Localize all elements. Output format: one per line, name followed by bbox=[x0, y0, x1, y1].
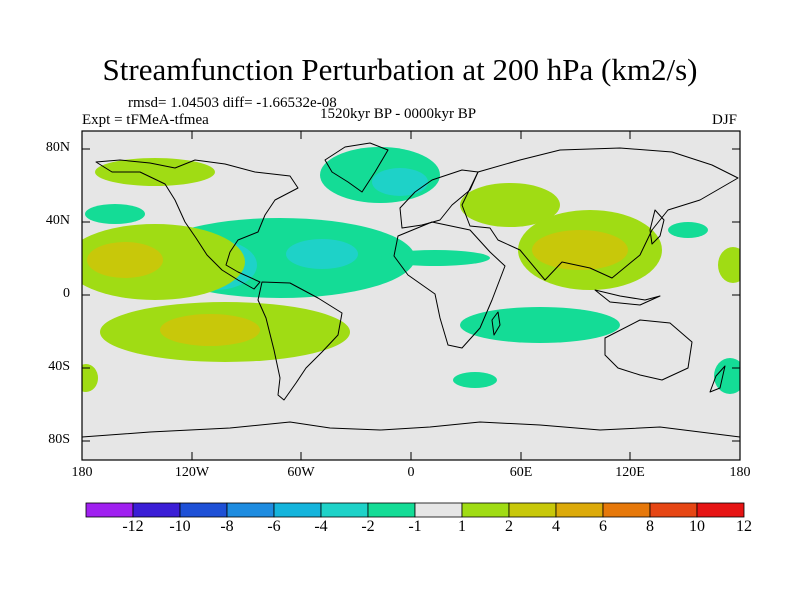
axis-ticks bbox=[82, 131, 740, 460]
lat-label-40n: 40N bbox=[45, 213, 70, 228]
colorbar-box bbox=[414, 502, 463, 518]
colorbar-box bbox=[320, 502, 369, 518]
colorbar-label: 8 bbox=[646, 518, 654, 535]
coastline-madagascar bbox=[491, 311, 501, 336]
colorbar-label: -2 bbox=[361, 518, 375, 535]
colorbar-label: -12 bbox=[122, 518, 144, 535]
experiment-label: Expt = tFMeA-tfmea bbox=[82, 112, 209, 128]
lon-label-60e: 60E bbox=[509, 465, 533, 480]
colorbar-box bbox=[461, 502, 510, 518]
colorbar-label: 10 bbox=[689, 518, 705, 535]
coastlines bbox=[82, 142, 740, 438]
coastline-south-america bbox=[257, 281, 343, 401]
colorbar-box bbox=[273, 502, 322, 518]
colorbar-label: -1 bbox=[408, 518, 422, 535]
lon-label-0: 0 bbox=[407, 465, 415, 480]
rmsd-stats: rmsd= 1.04503 diff= -1.66532e-08 bbox=[128, 95, 337, 111]
colorbar-box bbox=[132, 502, 181, 518]
lat-label-0: 0 bbox=[63, 286, 70, 301]
contour-south-africa bbox=[453, 372, 497, 388]
colorbar-label: -10 bbox=[169, 518, 191, 535]
colorbar-label: 12 bbox=[736, 518, 752, 535]
lat-label-80s: 80S bbox=[48, 432, 70, 447]
contour-north-atlantic-core bbox=[372, 168, 428, 196]
colorbar-label: -4 bbox=[314, 518, 328, 535]
contour-south-pacific-edge bbox=[82, 364, 98, 392]
contour-west-pacific bbox=[668, 222, 708, 238]
colorbar-box bbox=[85, 502, 134, 518]
positive-anomaly-areas bbox=[82, 158, 740, 362]
lon-label-180-left: 180 bbox=[71, 465, 93, 480]
colorbar-box bbox=[367, 502, 416, 518]
lon-label-120e: 120E bbox=[615, 465, 645, 480]
colorbar-box bbox=[508, 502, 557, 518]
contour-subtropical-pacific-core bbox=[87, 242, 163, 278]
map-plot-area bbox=[82, 131, 740, 460]
colorbar-box bbox=[179, 502, 228, 518]
season-label: DJF bbox=[712, 112, 738, 128]
lon-label-120w: 120W bbox=[174, 465, 210, 480]
colorbar-label: -8 bbox=[220, 518, 234, 535]
contour-tropical-africa bbox=[380, 250, 490, 266]
contour-south-indian-ocean bbox=[460, 307, 620, 343]
map-title: Streamfunction Perturbation at 200 hPa (… bbox=[102, 52, 698, 87]
colorbar-box bbox=[555, 502, 604, 518]
contour-ne-pacific bbox=[85, 204, 145, 224]
contour-south-pacific-core bbox=[160, 314, 260, 346]
coastline-indonesia bbox=[594, 289, 661, 306]
coastline-australia bbox=[604, 319, 693, 381]
contour-middle-east bbox=[460, 183, 560, 227]
contour-central-pacific-edge bbox=[718, 247, 740, 283]
colorbar-label: -6 bbox=[267, 518, 281, 535]
contour-north-pacific bbox=[95, 158, 215, 186]
coastline-antarctica bbox=[82, 421, 740, 438]
colorbar-label: 1 bbox=[458, 518, 466, 535]
colorbar bbox=[85, 502, 745, 518]
coastline-asia bbox=[461, 147, 739, 281]
colorbar-box bbox=[226, 502, 275, 518]
period-label: 1520kyr BP - 0000kyr BP bbox=[320, 106, 477, 122]
coastline-new-zealand bbox=[709, 365, 726, 393]
colorbar-box bbox=[649, 502, 698, 518]
coastline-greenland bbox=[324, 142, 389, 193]
colorbar-box bbox=[602, 502, 651, 518]
lon-label-180-right: 180 bbox=[729, 465, 751, 480]
coastline-africa bbox=[393, 221, 506, 349]
contour-caribbean-core bbox=[286, 239, 358, 269]
colorbar-label: 4 bbox=[552, 518, 560, 535]
coastline-north-america bbox=[95, 159, 299, 290]
contour-asia-core bbox=[532, 230, 628, 270]
lon-label-60w: 60W bbox=[287, 465, 315, 480]
coastline-japan bbox=[649, 209, 665, 245]
lat-label-80n: 80N bbox=[45, 140, 70, 155]
colorbar-box bbox=[696, 502, 745, 518]
colorbar-label: 2 bbox=[505, 518, 513, 535]
lat-label-40s: 40S bbox=[48, 359, 70, 374]
colorbar-label: 6 bbox=[599, 518, 607, 535]
